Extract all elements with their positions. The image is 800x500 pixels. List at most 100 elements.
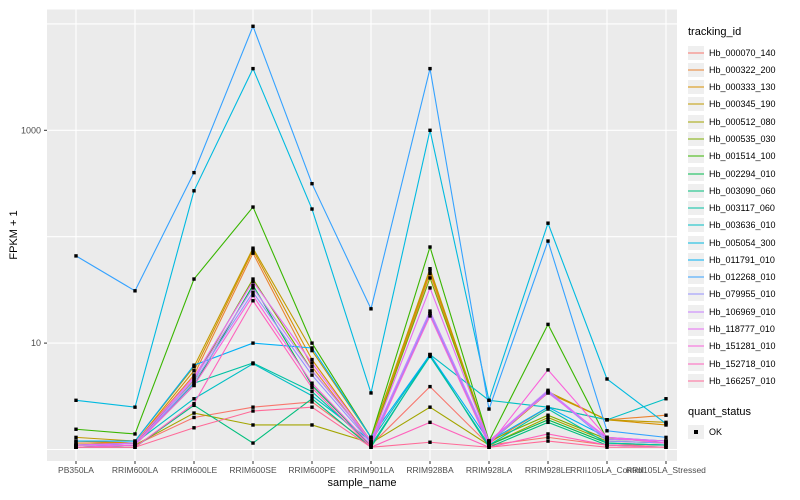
data-point	[192, 277, 196, 281]
data-point	[310, 383, 314, 388]
data-point	[605, 443, 609, 447]
legend-label: Hb_000070_140	[709, 47, 776, 58]
plot-panel	[47, 9, 677, 461]
data-point	[546, 405, 550, 409]
legend-color-key	[688, 322, 704, 337]
data-point	[605, 429, 609, 433]
data-point	[428, 309, 432, 313]
legend-line-swatch	[688, 52, 704, 54]
legend-item: Hb_079955_010	[688, 287, 800, 302]
legend-line-swatch	[688, 69, 704, 71]
legend-label: Hb_079955_010	[709, 289, 776, 300]
data-point	[192, 403, 196, 408]
data-point	[310, 373, 314, 377]
legend-item: Hb_000070_140	[688, 45, 800, 60]
data-point	[605, 377, 609, 381]
data-point	[310, 369, 314, 373]
legend-line-swatch	[688, 121, 704, 123]
data-point	[192, 189, 196, 193]
data-point	[310, 365, 314, 369]
legend-color-key	[688, 252, 704, 267]
legend-label: Hb_003090_060	[709, 185, 776, 196]
data-point	[310, 381, 314, 385]
legend-line-swatch	[688, 138, 704, 140]
x-tick-label: RRIM600SE	[229, 465, 277, 475]
y-tick-label: 10	[31, 338, 41, 348]
data-point	[546, 413, 550, 417]
data-point	[605, 439, 609, 443]
legend-item: Hb_118777_010	[688, 322, 800, 337]
data-point	[192, 363, 196, 367]
data-point	[369, 435, 373, 440]
legend-color-key	[688, 114, 704, 129]
data-point	[192, 170, 196, 175]
data-point	[664, 439, 668, 443]
data-point	[428, 276, 432, 280]
data-point	[251, 246, 255, 250]
legend-label: Hb_001514_100	[709, 151, 776, 162]
data-point	[310, 346, 314, 350]
legend-color-key	[688, 270, 704, 285]
data-point	[310, 397, 314, 401]
data-point	[251, 279, 255, 284]
data-point	[133, 441, 137, 445]
data-point	[74, 439, 78, 443]
data-point	[251, 409, 255, 413]
ok-point-key	[688, 425, 704, 440]
legend-title-tracking-id: tracking_id	[688, 26, 742, 38]
data-point	[546, 439, 550, 443]
legend-line-swatch	[688, 328, 704, 330]
legend: tracking_id Hb_000070_140 Hb_000322_200 Hb…	[688, 26, 800, 442]
data-point	[664, 421, 668, 426]
data-point	[428, 420, 432, 425]
data-point	[192, 401, 196, 406]
data-point	[369, 441, 373, 445]
legend-label: Hb_151281_010	[709, 341, 776, 352]
data-point	[605, 418, 609, 422]
data-point	[428, 268, 432, 273]
legend-label: Hb_011791_010	[709, 254, 775, 265]
legend-label: Hb_106969_010	[709, 306, 776, 317]
data-point	[192, 383, 196, 388]
data-point	[251, 290, 255, 295]
legend-label: OK	[709, 427, 723, 438]
legend-label: Hb_012268_010	[709, 272, 776, 283]
legend-items: Hb_000070_140 Hb_000322_200 Hb_000333_130 H…	[688, 45, 800, 391]
data-point	[74, 435, 78, 440]
data-point	[546, 239, 550, 243]
data-point	[133, 405, 137, 409]
data-point	[310, 361, 314, 365]
data-point	[74, 445, 78, 449]
data-point	[74, 441, 78, 445]
legend-item: Hb_000322_200	[688, 62, 800, 77]
data-point	[133, 445, 137, 449]
legend-color-key	[688, 45, 704, 60]
legend-item: Hb_000345_190	[688, 97, 800, 112]
data-point	[310, 400, 314, 404]
legend-line-swatch	[688, 242, 704, 244]
legend-item: Hb_000333_130	[688, 80, 800, 95]
data-point	[428, 311, 432, 316]
data-point	[428, 314, 432, 318]
legend-item: Hb_003090_060	[688, 183, 800, 198]
legend-label: Hb_003636_010	[709, 220, 776, 231]
legend-color-key	[688, 149, 704, 164]
x-tick-label: RRII105LA_Stressed	[626, 465, 706, 475]
data-point	[192, 415, 196, 420]
data-point	[487, 441, 491, 445]
data-point	[251, 24, 255, 28]
legend-label: Hb_166257_010	[709, 375, 776, 386]
data-point	[369, 307, 373, 311]
data-point	[428, 352, 432, 357]
black-square-point-icon	[694, 430, 698, 435]
legend-item: Hb_011791_010	[688, 252, 800, 267]
legend-label: Hb_118777_010	[709, 324, 775, 335]
data-point	[428, 440, 432, 444]
data-point	[310, 386, 314, 390]
data-point	[487, 445, 491, 449]
data-point	[605, 437, 609, 441]
data-point	[251, 341, 255, 345]
legend-color-key	[688, 304, 704, 319]
data-point	[546, 407, 550, 411]
legend-label: Hb_000322_200	[709, 64, 776, 75]
